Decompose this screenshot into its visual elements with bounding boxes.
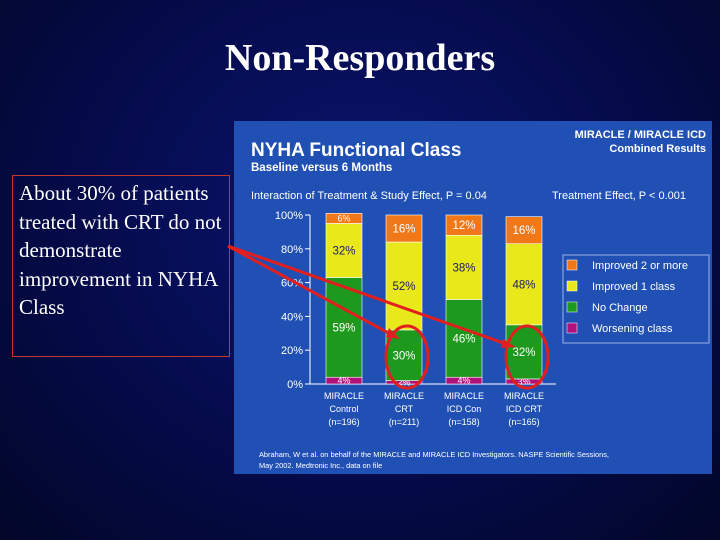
bar-segment bbox=[385, 214, 423, 243]
legend-swatch bbox=[566, 301, 578, 313]
y-tick-label: 60% bbox=[281, 278, 303, 290]
x-category-label: Control bbox=[329, 404, 358, 414]
legend-label: Worsening class bbox=[592, 323, 673, 335]
x-category-label: MIRACLE bbox=[324, 391, 364, 401]
x-category-n: (n=196) bbox=[328, 417, 359, 427]
x-category-n: (n=165) bbox=[508, 417, 539, 427]
x-category-label: ICD Con bbox=[447, 404, 482, 414]
x-category-label: MIRACLE bbox=[504, 391, 544, 401]
data-label: 4% bbox=[457, 376, 470, 386]
data-label: 38% bbox=[452, 262, 475, 274]
data-label: 48% bbox=[512, 279, 535, 291]
chart-title: NYHA Functional Class bbox=[251, 140, 461, 161]
treatment-p-value: Treatment Effect, P < 0.001 bbox=[552, 190, 686, 202]
x-category-n: (n=211) bbox=[389, 417, 420, 427]
data-label: 32% bbox=[332, 245, 355, 257]
legend-label: Improved 2 or more bbox=[592, 260, 688, 272]
x-category-label: CRT bbox=[395, 404, 414, 414]
legend-swatch bbox=[566, 259, 578, 271]
chart-panel: NYHA Functional Class Baseline versus 6 M… bbox=[234, 121, 712, 474]
legend-box bbox=[562, 254, 710, 344]
bar-segment bbox=[445, 214, 483, 236]
bar-segment bbox=[505, 243, 543, 326]
legend-label: Improved 1 class bbox=[592, 281, 676, 293]
data-label: 16% bbox=[392, 224, 415, 236]
x-category-label: MIRACLE bbox=[384, 391, 424, 401]
x-category-label: ICD CRT bbox=[506, 404, 543, 414]
legend-swatch bbox=[566, 322, 578, 334]
bar-segment bbox=[325, 213, 363, 224]
y-tick-label: 100% bbox=[275, 210, 303, 222]
data-label: 32% bbox=[512, 347, 535, 359]
corner-title-line: MIRACLE / MIRACLE ICD bbox=[575, 129, 706, 141]
x-category-label: MIRACLE bbox=[444, 391, 484, 401]
data-label: 12% bbox=[452, 220, 475, 232]
y-tick-label: 0% bbox=[287, 379, 303, 391]
interaction-p-value: Interaction of Treatment & Study Effect,… bbox=[251, 190, 487, 202]
data-label: 46% bbox=[452, 333, 475, 345]
slide-title: Non-Responders bbox=[224, 37, 496, 79]
y-tick-label: 80% bbox=[281, 244, 303, 256]
citation-line: Abraham, W et al. on behalf of the MIRAC… bbox=[259, 450, 609, 459]
data-label: 4% bbox=[337, 376, 350, 386]
callout-text: About 30% of patients treated with CRT d… bbox=[12, 175, 230, 357]
citation-line: May 2002. Medtronic Inc., data on file bbox=[259, 461, 382, 470]
x-category-n: (n=158) bbox=[448, 417, 479, 427]
data-label: 6% bbox=[337, 213, 350, 223]
chart-subtitle: Baseline versus 6 Months bbox=[251, 162, 392, 174]
bar-segment bbox=[505, 216, 543, 245]
legend-label: No Change bbox=[592, 302, 648, 314]
y-tick-label: 20% bbox=[281, 345, 303, 357]
data-label: 52% bbox=[392, 281, 415, 293]
data-label: 59% bbox=[332, 322, 355, 334]
data-label: 16% bbox=[512, 225, 535, 237]
data-label: 30% bbox=[392, 350, 415, 362]
y-tick-label: 40% bbox=[281, 311, 303, 323]
legend-swatch bbox=[566, 280, 578, 292]
corner-title-line: Combined Results bbox=[609, 143, 706, 155]
